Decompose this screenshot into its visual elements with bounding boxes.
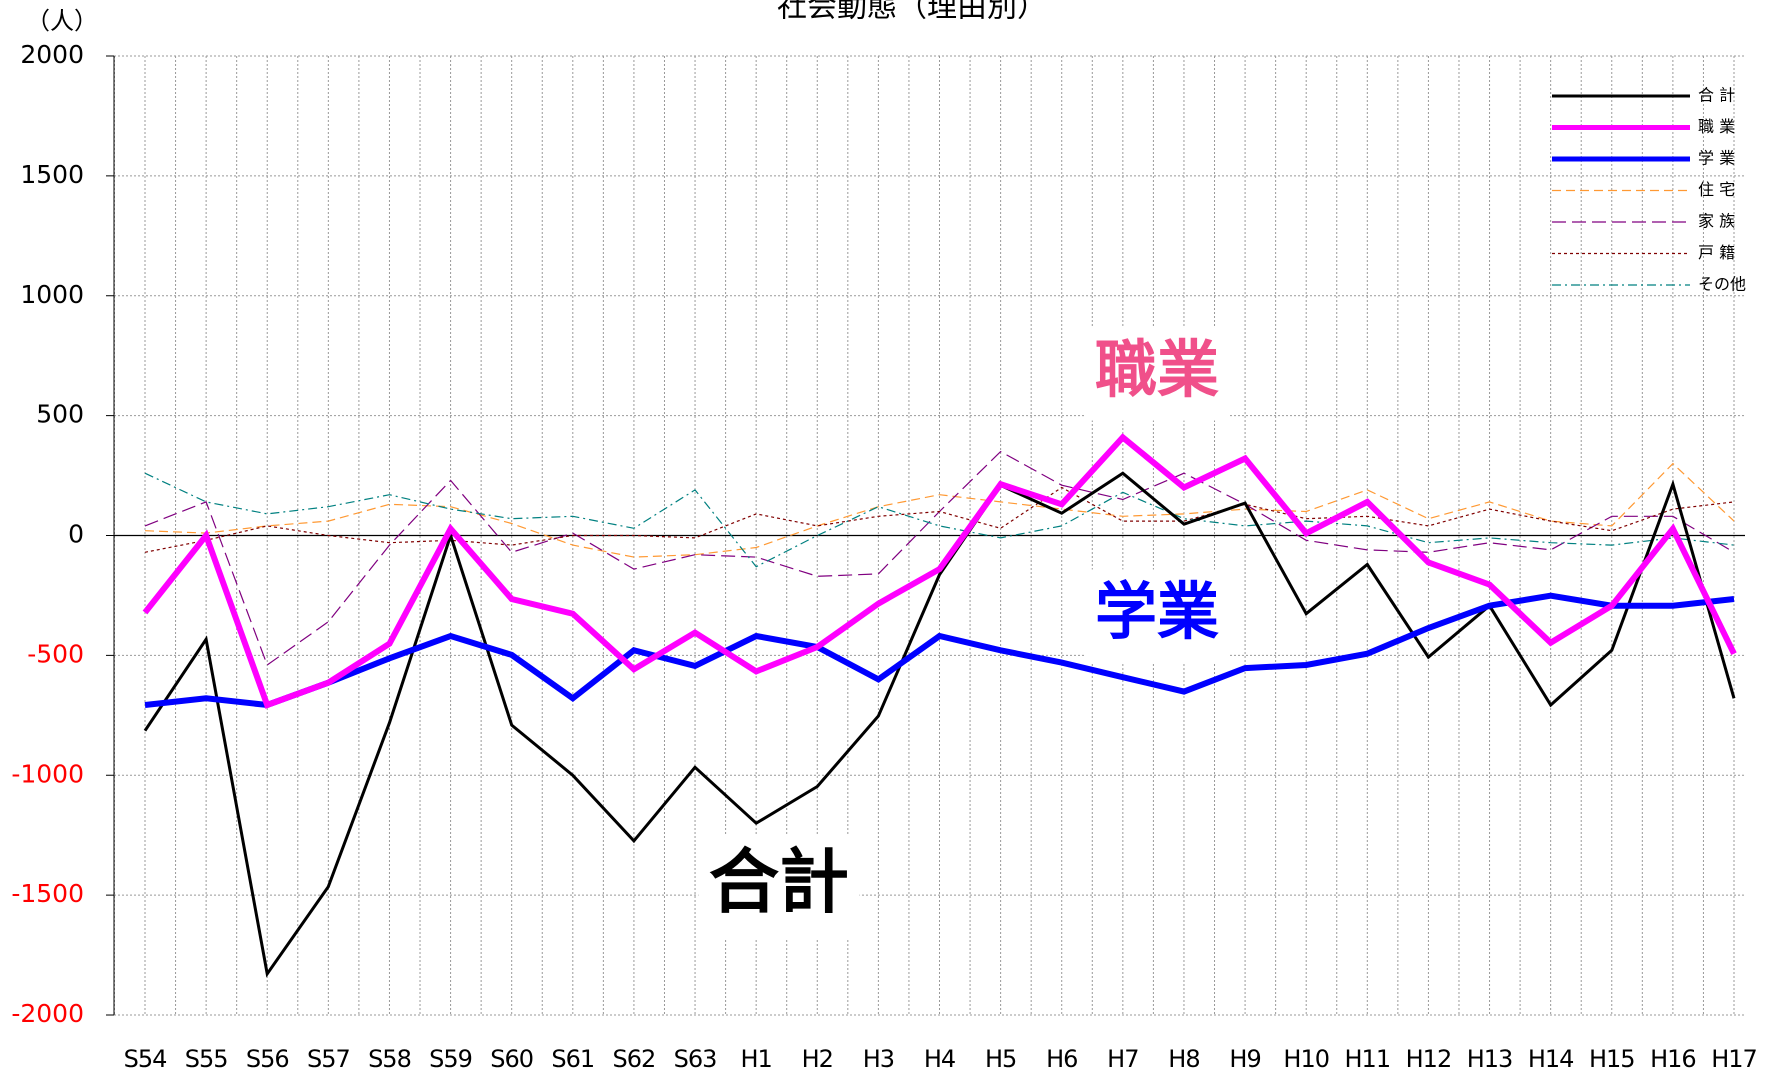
x-tick-label: H13 [1467, 1045, 1513, 1073]
y-tick-label: 1000 [20, 280, 84, 309]
series-line [142, 433, 1737, 709]
x-tick-label: H12 [1406, 1045, 1452, 1073]
y-tick-label: 2000 [20, 40, 84, 69]
series-line [144, 592, 1735, 709]
annotation: 学業 [1095, 575, 1219, 648]
chart-title: 社会動態（理由別） [777, 0, 1047, 25]
y-tick-label: -1500 [11, 879, 84, 908]
y-tick-label: -2000 [11, 999, 84, 1028]
x-tick-label: H16 [1650, 1045, 1696, 1073]
legend-label: 戸 籍 [1698, 243, 1735, 262]
y-tick-label: -1000 [11, 759, 84, 788]
x-tick-label: H2 [802, 1045, 833, 1073]
legend-label: 合 計 [1698, 86, 1735, 105]
x-tick-label: S55 [185, 1045, 228, 1073]
y-tick-label: -500 [27, 639, 84, 668]
x-tick-label: H17 [1711, 1045, 1757, 1073]
x-tick-label: S58 [368, 1045, 411, 1073]
legend-label: 住 宅 [1698, 180, 1735, 199]
x-tick-label: H15 [1589, 1045, 1635, 1073]
annotation-background [1085, 327, 1229, 421]
x-tick-label: H7 [1107, 1045, 1138, 1073]
annotation-background [1085, 569, 1229, 663]
series-line [144, 462, 1735, 558]
series-line [143, 471, 1736, 978]
legend-label: その他 [1698, 275, 1746, 294]
x-tick-label: H6 [1046, 1045, 1077, 1073]
x-tick-label: H8 [1168, 1045, 1199, 1073]
legend-label: 職 業 [1698, 117, 1735, 136]
series-line [144, 472, 1735, 568]
x-tick-label: H1 [740, 1045, 771, 1073]
annotation: 職業 [1095, 333, 1219, 406]
x-tick-label: S63 [674, 1045, 717, 1073]
x-tick-label: S60 [490, 1045, 533, 1073]
x-tick-label: H11 [1345, 1045, 1391, 1073]
x-tick-label: H3 [863, 1045, 894, 1073]
x-tick-label: H9 [1229, 1045, 1260, 1073]
x-tick-label: S57 [307, 1045, 350, 1073]
x-tick-label: H5 [985, 1045, 1016, 1073]
series-line [144, 486, 1735, 553]
x-tick-label: S56 [246, 1045, 289, 1073]
x-tick-label: H4 [924, 1045, 955, 1073]
x-tick-label: H14 [1528, 1045, 1574, 1073]
x-tick-label: S62 [613, 1045, 656, 1073]
annotation-background [698, 834, 860, 940]
legend-label: 学 業 [1698, 149, 1735, 168]
y-unit: （人） [26, 7, 98, 35]
x-tick-label: S59 [429, 1045, 472, 1073]
y-tick-label: 0 [68, 520, 84, 549]
x-tick-label: H10 [1283, 1045, 1329, 1073]
x-tick-label: S54 [124, 1045, 167, 1073]
y-tick-label: 1500 [20, 160, 84, 189]
x-tick-label: S61 [551, 1045, 594, 1073]
annotation: 合計 [709, 841, 849, 923]
y-tick-label: 500 [36, 400, 84, 429]
legend-label: 家 族 [1698, 212, 1735, 231]
